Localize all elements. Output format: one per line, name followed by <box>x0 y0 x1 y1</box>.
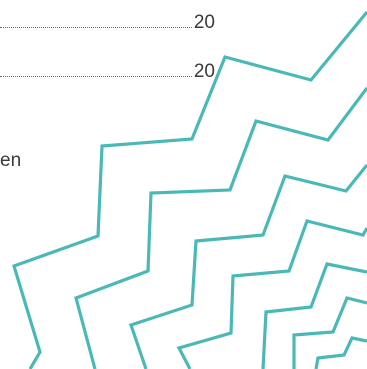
toc-page-number: 20 <box>193 61 215 82</box>
toc-page-number: 20 <box>193 12 215 33</box>
zigzag-line-7 <box>314 336 367 369</box>
zigzag-line-3 <box>128 163 367 369</box>
text-fragment: en <box>0 150 22 171</box>
toc-leader-dots <box>0 76 192 77</box>
zigzag-line-5 <box>261 262 367 369</box>
toc-leader-dots <box>0 27 192 28</box>
zigzag-line-1 <box>12 10 367 369</box>
zigzag-line-2 <box>74 87 367 369</box>
zigzag-line-4 <box>176 219 367 369</box>
toc-entry-1[interactable]: 20 <box>0 8 215 34</box>
zigzag-line-6 <box>292 296 367 369</box>
toc-entry-2[interactable]: 20 <box>0 57 215 83</box>
